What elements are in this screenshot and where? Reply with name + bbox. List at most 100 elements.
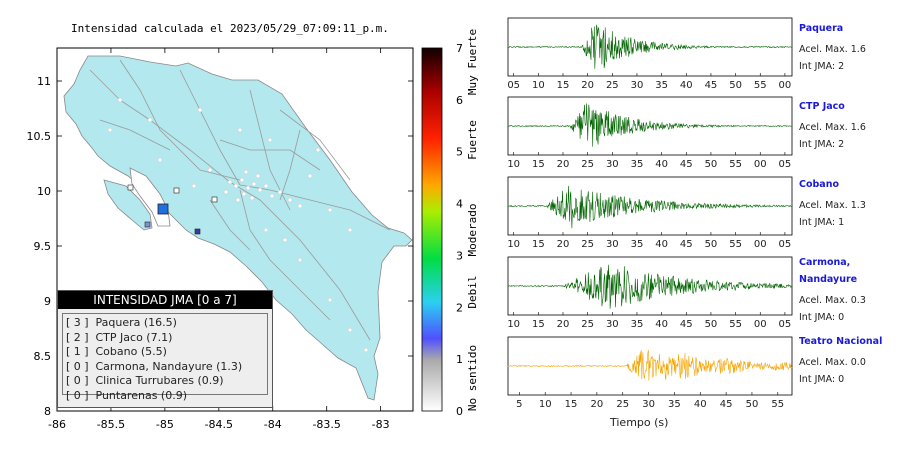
marker-cobano[interactable] <box>144 221 151 228</box>
time-tick-label: 20 <box>557 319 570 330</box>
y-tick-label: 10.5 <box>27 130 52 143</box>
colorbar-category-label: Moderado <box>466 204 479 257</box>
colorbar-tick-label: 2 <box>456 301 463 314</box>
waveform-trace <box>507 103 793 147</box>
legend-body: [ 3 ] Paquera (16.5) [ 2 ] CTP Jaco (7.1… <box>62 313 268 402</box>
y-tick-label: 10 <box>37 185 51 198</box>
time-tick-label: 45 <box>705 80 718 91</box>
colorbar-tick-label: 0 <box>456 405 463 418</box>
marker-carmona[interactable] <box>127 184 134 191</box>
colorbar-tick-label: 3 <box>456 249 463 262</box>
marker-paquera[interactable] <box>157 203 169 215</box>
legend-row: [ 1 ] Cobano (5.5) <box>66 345 167 358</box>
time-tick-label: 35 <box>631 239 644 250</box>
x-tick-label: -83.5 <box>312 418 340 431</box>
time-tick-label: 30 <box>631 80 644 91</box>
y-tick-label: 9.5 <box>34 240 52 253</box>
time-tick-label: 00 <box>754 159 767 170</box>
intensity-legend: INTENSIDAD JMA [0 a 7] [ 3 ] Paquera (16… <box>57 290 273 408</box>
waveform-panel: 10 15 20 25 30 35 40 45 50 55 00 05 <box>507 256 793 330</box>
time-tick-label: 30 <box>606 239 619 250</box>
colorbar-category-label: No sentido <box>466 345 479 411</box>
time-tick-label: 25 <box>581 159 594 170</box>
time-tick-label: 50 <box>705 159 718 170</box>
time-tick-label: 30 <box>606 159 619 170</box>
time-tick-label: 15 <box>532 159 545 170</box>
time-tick-label: 35 <box>655 80 668 91</box>
time-tick-label: 00 <box>754 319 767 330</box>
colorbar-category-label: Muy Fuerte <box>466 29 479 95</box>
legend-row: [ 2 ] CTP Jaco (7.1) <box>66 330 173 344</box>
y-tick-label: 9 <box>44 295 51 308</box>
time-tick-label: 15 <box>557 80 570 91</box>
station-dots <box>107 97 369 353</box>
x-tick-label: -86 <box>48 418 66 431</box>
x-tick-label: -84 <box>264 418 282 431</box>
time-tick-label: 45 <box>680 159 693 170</box>
waveform-panel: 10 15 20 25 30 35 40 45 50 55 00 05 <box>507 96 793 170</box>
colorbar-tick-label: 4 <box>456 198 463 211</box>
time-tick-label: 15 <box>532 239 545 250</box>
time-tick-label: 50 <box>729 80 742 91</box>
x-tick-label: -83 <box>372 418 390 431</box>
time-tick-label: 10 <box>507 159 520 170</box>
time-tick-label: 55 <box>729 239 742 250</box>
time-tick-label: 5 <box>516 399 522 410</box>
legend-row: [ 0 ] Clinica Turrubares (0.9) <box>66 374 224 387</box>
time-tick-label: 00 <box>754 239 767 250</box>
waveform-trace <box>507 350 793 381</box>
station-info-jaco: CTP Jaco Acel. Max. 1.6 Int JMA: 2 <box>799 101 866 150</box>
time-tick-label: 35 <box>631 159 644 170</box>
waveform-trace <box>507 264 793 309</box>
time-axis-label: Tiempo (s) <box>610 416 669 429</box>
time-tick-label: 40 <box>655 319 668 330</box>
station-info-paquera: Paquera Acel. Max. 1.6 Int JMA: 2 <box>799 23 866 72</box>
time-tick-label: 40 <box>694 399 707 410</box>
marker-jaco[interactable] <box>194 228 201 235</box>
time-tick-label: 05 <box>507 80 520 91</box>
nicoya-peninsula <box>103 179 153 231</box>
time-tick-label: 35 <box>668 399 681 410</box>
waveform-trace <box>507 185 793 229</box>
time-tick-label: 20 <box>557 159 570 170</box>
waveform-panel: 10 15 20 25 30 35 40 45 50 55 00 05 <box>507 176 793 250</box>
waveform-panel: 5 10 15 20 25 30 35 40 45 50 55 <box>507 336 793 410</box>
colorbar-category-label: Debil <box>466 275 479 308</box>
y-tick-label: 8.5 <box>34 350 52 363</box>
station-info-teatro: Teatro Nacional Acel. Max. 0.0 Int JMA: … <box>799 336 883 385</box>
time-tick-label: 20 <box>581 80 594 91</box>
time-tick-label: 25 <box>606 80 619 91</box>
time-tick-label: 05 <box>779 239 792 250</box>
time-tick-label: 20 <box>591 399 604 410</box>
time-tick-label: 10 <box>539 399 552 410</box>
time-tick-label: 05 <box>779 159 792 170</box>
waveform-panels: 05 10 15 20 25 30 35 40 45 50 55 00 10 15 20 25 30 35 40 45… <box>507 17 793 410</box>
marker-turrubares[interactable] <box>211 196 218 203</box>
time-tick-label: 40 <box>680 80 693 91</box>
y-tick-label: 8 <box>44 405 51 418</box>
x-tick-label: -85.5 <box>97 418 125 431</box>
time-tick-label: 20 <box>557 239 570 250</box>
marker-puntarenas[interactable] <box>173 187 180 194</box>
legend-row: [ 0 ] Carmona, Nandayure (1.3) <box>66 359 243 373</box>
time-tick-label: 30 <box>642 399 655 410</box>
time-tick-label: 30 <box>606 319 619 330</box>
time-tick-label: 45 <box>720 399 733 410</box>
colorbar-tick-label: 7 <box>456 42 463 55</box>
time-tick-label: 55 <box>729 319 742 330</box>
colorbar-category-label: Fuerte <box>466 120 479 160</box>
costa-rica-land <box>63 55 413 401</box>
time-tick-label: 50 <box>705 239 718 250</box>
time-tick-label: 55 <box>729 159 742 170</box>
time-tick-label: 50 <box>705 319 718 330</box>
time-tick-label: 40 <box>655 239 668 250</box>
legend-row: [ 3 ] Paquera (16.5) <box>66 316 177 329</box>
time-tick-label: 00 <box>779 80 792 91</box>
x-tick-label: -84.5 <box>205 418 233 431</box>
legend-header: INTENSIDAD JMA [0 a 7] <box>58 291 272 309</box>
intensity-colorbar <box>421 47 443 412</box>
map-axes: -86 -85.5 -85 -84.5 -84 -83.5 -83 11 10.5 10 9.5 9 8… <box>27 48 413 431</box>
colorbar-tick-label: 1 <box>456 353 463 366</box>
time-tick-label: 45 <box>680 319 693 330</box>
